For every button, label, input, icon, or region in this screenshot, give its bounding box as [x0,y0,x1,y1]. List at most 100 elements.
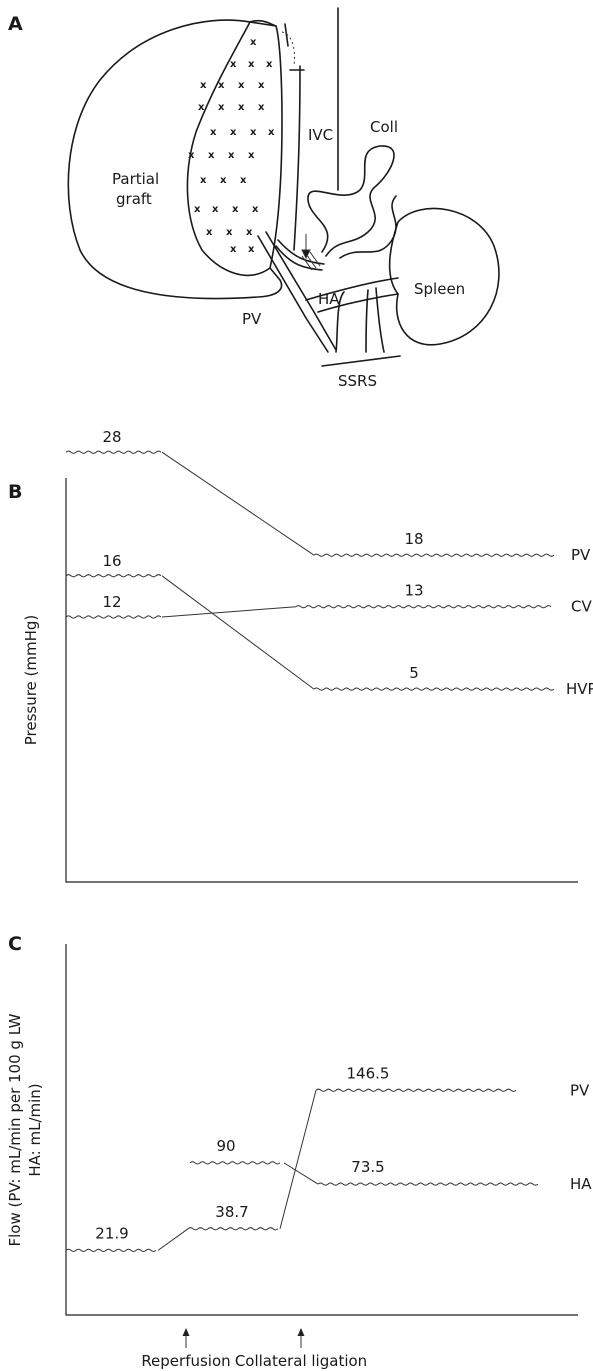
pressure-pv-legend: PV [571,546,591,564]
svg-text:x: x [230,59,237,70]
shunt-stub-2 [365,289,369,353]
partial-graft-outline [67,19,283,300]
coll-label: Coll [370,118,398,136]
flow-pv-segment-1 [187,1227,279,1231]
flow-chart: Flow (PV: mL/min per 100 g LW HA: mL/min… [6,944,592,1370]
svg-text:x: x [200,175,207,186]
splenic-vein [305,277,399,301]
flow-pv-segment-0 [65,1248,157,1252]
hepatic-vein-stump [249,19,277,27]
ivc-vessel [293,65,301,251]
svg-text:x: x [268,127,275,138]
pressure-cvp-legend: CVP [571,598,593,616]
event-reperfusion-arrow-head [182,1328,190,1336]
flow-axes [65,944,578,1316]
ligation-ties [301,251,321,271]
collateral-vessel [307,145,395,257]
event-collateral-ligation-label: Collateral ligation [235,1352,367,1370]
svg-text:x: x [210,127,217,138]
panel-c-label: C [8,933,22,955]
svg-text:x: x [238,102,245,113]
svg-text:x: x [246,227,253,238]
hepatic-artery-2 [277,239,325,265]
svg-text:x: x [232,204,239,215]
graft-lobe-outline [186,21,283,277]
flow-ha-value-0: 90 [216,1137,235,1155]
hepatic-artery [275,245,323,271]
ssrs-label: SSRS [338,372,377,390]
pressure-cvp-transition [161,606,297,618]
flow-pv-legend: PV [570,1081,590,1099]
svg-text:x: x [266,59,273,70]
svg-text:x: x [206,227,213,238]
pressure-chart: Pressure (mmHg) 28 18 PV 12 13 CVP 16 5 HVPG [22,428,593,883]
svg-text:x: x [230,244,237,255]
flow-ha-transition [283,1162,319,1185]
pressure-pv-transition [161,451,315,556]
svg-text:x: x [218,102,225,113]
graft-label-line2: graft [116,190,152,208]
portal-vein [257,235,329,353]
flow-pv-value-1: 38.7 [215,1203,248,1221]
svg-text:x: x [220,175,227,186]
pressure-axes [65,478,578,883]
flow-pv-transition-2 [279,1090,317,1229]
shunt-stub-3 [375,287,385,353]
svg-text:x: x [258,80,265,91]
svg-text:x: x [250,37,257,48]
flow-ha-value-1: 73.5 [351,1158,384,1176]
pv-label: PV [242,310,262,328]
graft-label-line1: Partial [112,170,159,188]
svg-text:x: x [248,244,255,255]
svg-text:x: x [188,150,195,161]
svg-text:x: x [252,204,259,215]
splenic-vein-2 [317,293,399,313]
pressure-hvpg-baseline [65,574,162,578]
pressure-cvp-baseline [65,615,162,619]
pressure-cvp-post [295,605,552,609]
portal-vein-2 [265,231,337,351]
ivc-label: IVC [308,126,333,144]
svg-text:x: x [258,102,265,113]
svg-text:x: x [248,150,255,161]
flow-pv-segment-2 [315,1088,517,1092]
svg-text:x: x [212,204,219,215]
flow-pv-value-2: 146.5 [347,1064,390,1082]
ligation-arrow-head [301,249,311,260]
flow-ha-segment-0 [189,1161,281,1165]
pressure-hvpg-transition [161,575,315,690]
flow-pv-value-0: 21.9 [95,1224,128,1242]
svg-text:x: x [226,227,233,238]
spleen-label: Spleen [414,280,465,298]
svg-text:x: x [218,80,225,91]
shunt-stub-1 [335,291,345,353]
pressure-hvpg-value-0: 16 [102,552,121,570]
pressure-pv-post [313,553,555,557]
flow-ylabel-line1: Flow (PV: mL/min per 100 g LW [6,1013,24,1246]
pressure-ylabel: Pressure (mmHg) [22,615,40,746]
svg-text:x: x [240,175,247,186]
pressure-hvpg-legend: HVPG [566,680,593,698]
panel-b-label: B [8,481,22,503]
ha-label: HA [318,290,340,308]
pressure-cvp-value-0: 12 [102,593,121,611]
pressure-pv-value-0: 28 [102,428,121,446]
pressure-pv-value-1: 18 [404,530,423,548]
spleen-outline [388,207,500,346]
flow-pv-transition-1 [157,1228,189,1251]
event-collateral-ligation-arrow-head [297,1328,305,1336]
event-reperfusion-label: Reperfusion [141,1352,230,1370]
hepatic-vein-stub [284,23,289,47]
pressure-hvpg-post [313,687,555,691]
flow-ha-segment-1 [317,1182,539,1186]
svg-text:x: x [198,102,205,113]
svg-text:x: x [250,127,257,138]
svg-text:x: x [228,150,235,161]
pressure-hvpg-value-1: 5 [409,664,419,682]
collateral-vessel-2 [339,195,397,259]
flow-ha-legend: HA [570,1175,592,1193]
svg-text:x: x [238,80,245,91]
panel-a-label: A [8,13,23,35]
